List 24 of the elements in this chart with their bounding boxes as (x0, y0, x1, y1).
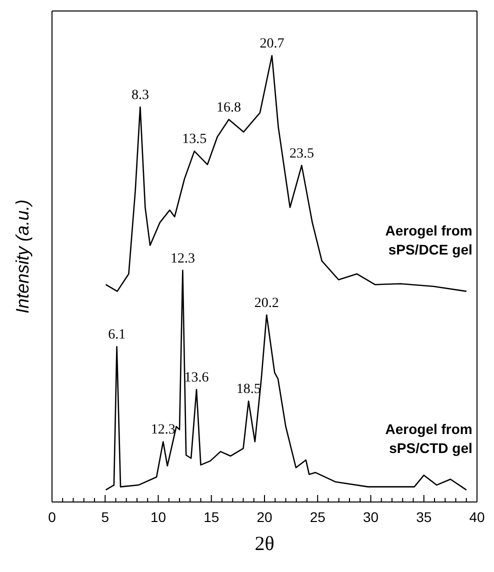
annotation: 20.2 (254, 296, 279, 311)
x-tick-label: 20 (256, 509, 272, 525)
x-tick-label: 15 (204, 509, 220, 525)
annotation: 12.3 (150, 422, 176, 438)
x-tick-label: 10 (150, 509, 166, 525)
annotation: 18.5 (236, 382, 261, 398)
x-tick-label: 5 (101, 509, 110, 525)
annotation: 13.5 (182, 132, 207, 148)
y-axis-title: Intensity (a.u.) (12, 199, 32, 314)
annotation: 23.5 (289, 146, 314, 162)
annotation: 20.7 (260, 36, 284, 52)
x-tick-label: 0 (48, 509, 56, 525)
annotation: 8.3 (131, 88, 149, 103)
text: Aerogel from sPS/CTD gel (385, 420, 472, 456)
annotation: 6.1 (108, 328, 126, 343)
annotation: 12.3 (170, 251, 195, 266)
x-tick-label: 30 (362, 509, 379, 525)
annotation: 16.8 (216, 100, 242, 116)
x-tick-label: 25 (310, 509, 326, 525)
x-axis-title: 2θ (254, 533, 274, 555)
annotation: 13.6 (184, 370, 209, 386)
x-tick-label: 40 (469, 509, 485, 525)
x-tick-label: 35 (416, 509, 432, 525)
series-label: Aerogel from sPS/DCE gel (385, 222, 472, 258)
